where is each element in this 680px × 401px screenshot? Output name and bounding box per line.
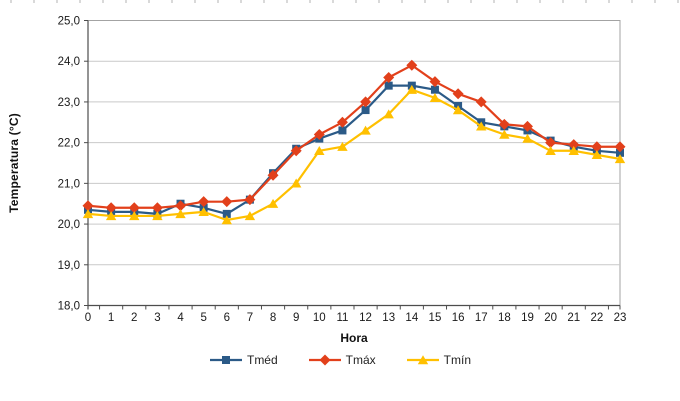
svg-text:18: 18 — [498, 312, 511, 324]
svg-text:19,0: 19,0 — [58, 260, 80, 272]
y-axis-title: Temperatura (°C) — [7, 113, 21, 213]
svg-text:22,0: 22,0 — [58, 138, 80, 150]
svg-text:21,0: 21,0 — [58, 178, 80, 190]
svg-text:9: 9 — [293, 312, 299, 324]
svg-text:0: 0 — [85, 312, 91, 324]
legend-label-tmin: Tmín — [443, 353, 472, 367]
tmin-triangle-marker-icon — [406, 355, 439, 365]
svg-text:20: 20 — [544, 312, 557, 324]
svg-text:13: 13 — [382, 312, 395, 324]
tmax-diamond-marker-icon — [308, 354, 341, 366]
svg-text:19: 19 — [521, 312, 534, 324]
svg-text:6: 6 — [224, 312, 230, 324]
chart-legend: Tméd Tmáx Tmín — [0, 353, 680, 367]
tmed-square-marker-icon — [209, 356, 242, 364]
svg-text:12: 12 — [359, 312, 372, 324]
legend-label-tmax: Tmáx — [345, 353, 376, 367]
svg-text:17: 17 — [475, 312, 488, 324]
svg-text:15: 15 — [429, 312, 442, 324]
legend-item-tmin: Tmín — [406, 353, 471, 367]
svg-text:14: 14 — [405, 312, 418, 324]
svg-text:20,0: 20,0 — [58, 219, 80, 231]
svg-text:1: 1 — [108, 312, 114, 324]
svg-text:2: 2 — [131, 312, 137, 324]
top-tick-ruler — [0, 0, 680, 3]
svg-text:4: 4 — [177, 312, 184, 324]
svg-text:11: 11 — [336, 312, 348, 324]
svg-text:16: 16 — [452, 312, 465, 324]
legend-item-tmax: Tmáx — [308, 353, 376, 367]
svg-text:21: 21 — [567, 312, 580, 324]
svg-text:25,0: 25,0 — [58, 16, 80, 28]
svg-text:24,0: 24,0 — [58, 56, 80, 68]
svg-text:23: 23 — [614, 312, 627, 324]
svg-text:10: 10 — [313, 312, 326, 324]
x-axis-title: Hora — [340, 331, 368, 345]
svg-text:8: 8 — [270, 312, 276, 324]
svg-text:23,0: 23,0 — [58, 97, 80, 109]
svg-text:7: 7 — [247, 312, 253, 324]
svg-text:18,0: 18,0 — [58, 301, 80, 313]
legend-label-tmed: Tméd — [246, 353, 278, 367]
svg-text:22: 22 — [590, 312, 603, 324]
legend-item-tmed: Tméd — [209, 353, 278, 367]
plot-area-svg: 25,024,023,022,021,020,019,018,00 1 2 3 4 5 6 7… — [58, 16, 627, 325]
svg-text:3: 3 — [154, 312, 160, 324]
svg-text:5: 5 — [200, 312, 206, 324]
